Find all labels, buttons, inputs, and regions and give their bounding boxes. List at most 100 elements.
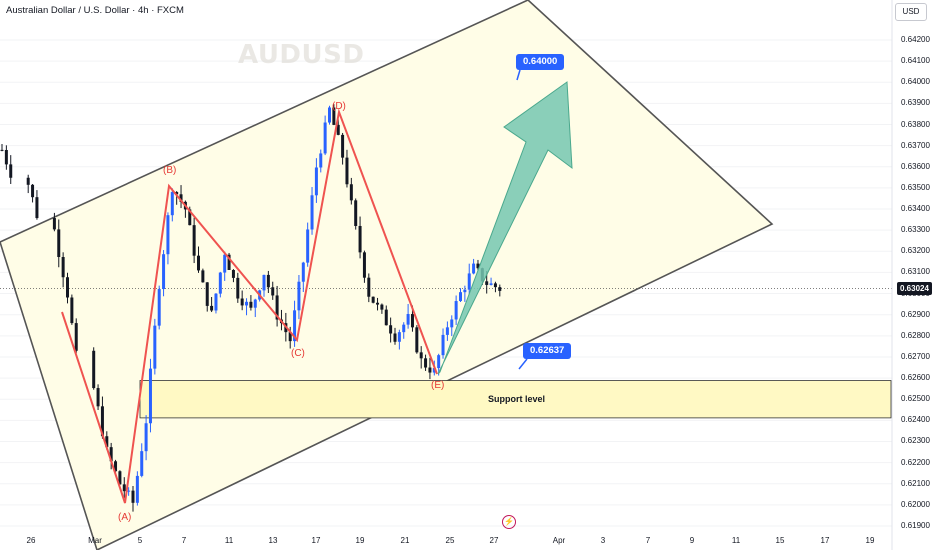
candle-body: [70, 297, 74, 324]
time-tick-label: 15: [775, 536, 785, 545]
candle-body: [397, 332, 401, 342]
last-price-badge: 0.63024: [897, 282, 932, 295]
candle-body: [214, 293, 218, 311]
time-tick-label: 26: [26, 536, 36, 545]
price-tick-label: 0.62400: [901, 415, 930, 425]
time-tick-label: 25: [445, 536, 455, 545]
candle-body: [349, 184, 353, 201]
candle-body: [463, 289, 467, 293]
candle-body: [297, 281, 301, 311]
time-tick-label: 3: [600, 536, 606, 545]
candle-body: [498, 287, 502, 291]
time-tick-label: 27: [489, 536, 499, 545]
symbol-watermark: AUDUSD: [238, 40, 365, 70]
price-tick-label: 0.64200: [901, 35, 930, 44]
time-tick-label: 19: [865, 536, 875, 545]
time-tick-label: 17: [820, 536, 830, 545]
candle-body: [157, 289, 161, 326]
candle-body: [384, 309, 388, 326]
time-tick-label: 9: [689, 536, 695, 545]
candle-body: [432, 368, 436, 373]
candle-body: [66, 277, 69, 298]
price-tick-label: 0.64000: [901, 77, 930, 87]
low-price-callout[interactable]: 0.62637: [523, 343, 572, 359]
candle-body: [362, 252, 366, 278]
candle-body: [410, 314, 414, 328]
candle-body: [236, 277, 240, 299]
candle-body: [26, 177, 30, 185]
candle-body: [441, 334, 445, 356]
candle-body: [476, 263, 480, 269]
candle-body: [135, 475, 139, 503]
wave-label-d: (D): [332, 101, 346, 112]
candle-body: [367, 277, 371, 297]
candle-body: [328, 107, 331, 123]
candle-body: [92, 350, 96, 389]
candle-body: [118, 471, 122, 485]
candle-body: [437, 355, 441, 369]
time-tick-label: 11: [224, 536, 234, 545]
candle-body: [148, 368, 152, 424]
currency-button[interactable]: USD: [895, 3, 927, 21]
candle-body: [445, 327, 449, 335]
price-tick-label: 0.61900: [901, 520, 930, 530]
candle-body: [223, 254, 227, 273]
candle-body: [31, 184, 35, 198]
elliott-wave-line[interactable]: [61, 108, 438, 504]
candle-body: [127, 490, 131, 492]
candle-body: [192, 225, 196, 256]
candle-body: [96, 388, 100, 407]
candle-body: [61, 257, 65, 278]
candle-body: [57, 229, 61, 258]
candle-body: [144, 423, 148, 452]
candle-body: [131, 490, 135, 503]
time-tick-label: 11: [731, 536, 741, 545]
candle-body: [454, 301, 458, 320]
price-tick-label: 0.62300: [901, 436, 930, 446]
candle-body: [345, 157, 349, 185]
candle-body: [166, 215, 170, 255]
lightning-icon[interactable]: ⚡: [502, 515, 516, 529]
support-zone[interactable]: [139, 380, 892, 419]
time-tick-label: 7: [645, 536, 651, 545]
candle-body: [310, 195, 314, 230]
price-tick-label: 0.63500: [901, 182, 930, 192]
candle-body: [210, 305, 214, 311]
candle-body: [424, 358, 428, 368]
candle-body: [314, 167, 318, 196]
candle-body: [380, 304, 384, 310]
price-tick-label: 0.63800: [901, 119, 930, 129]
candle-body: [74, 323, 78, 351]
target-price-callout[interactable]: 0.64000: [516, 54, 565, 70]
target-arrow[interactable]: [437, 81, 573, 375]
price-tick-label: 0.62600: [901, 373, 930, 383]
candle-body: [153, 325, 157, 369]
candle-body: [249, 301, 253, 308]
time-tick-label: 21: [400, 536, 410, 545]
candle-body: [262, 274, 266, 291]
symbol-title[interactable]: Australian Dollar / U.S. Dollar · 4h · F…: [6, 5, 184, 16]
candle-body: [485, 281, 489, 285]
candle-body: [341, 134, 345, 158]
price-tick-label: 0.63600: [901, 161, 930, 171]
candle-body: [376, 302, 380, 305]
candle-body: [35, 197, 39, 219]
candlestick-series: [0, 104, 502, 512]
candle-body: [4, 149, 8, 165]
candle-body: [358, 225, 362, 253]
candle-body: [197, 255, 200, 271]
time-tick-label: Mar: [88, 536, 102, 545]
candle-body: [489, 283, 493, 285]
candle-body: [319, 153, 323, 168]
candle-body: [493, 283, 497, 288]
time-tick-label: 19: [355, 536, 365, 545]
time-tick-label: 17: [311, 536, 321, 545]
candle-body: [227, 254, 231, 270]
price-tick-label: 0.62000: [901, 499, 930, 509]
price-tick-label: 0.63100: [901, 267, 930, 277]
wave-label-e: (E): [431, 380, 445, 391]
candle-body: [201, 270, 205, 283]
price-tick-label: 0.62900: [901, 309, 930, 319]
candle-body: [266, 274, 270, 288]
